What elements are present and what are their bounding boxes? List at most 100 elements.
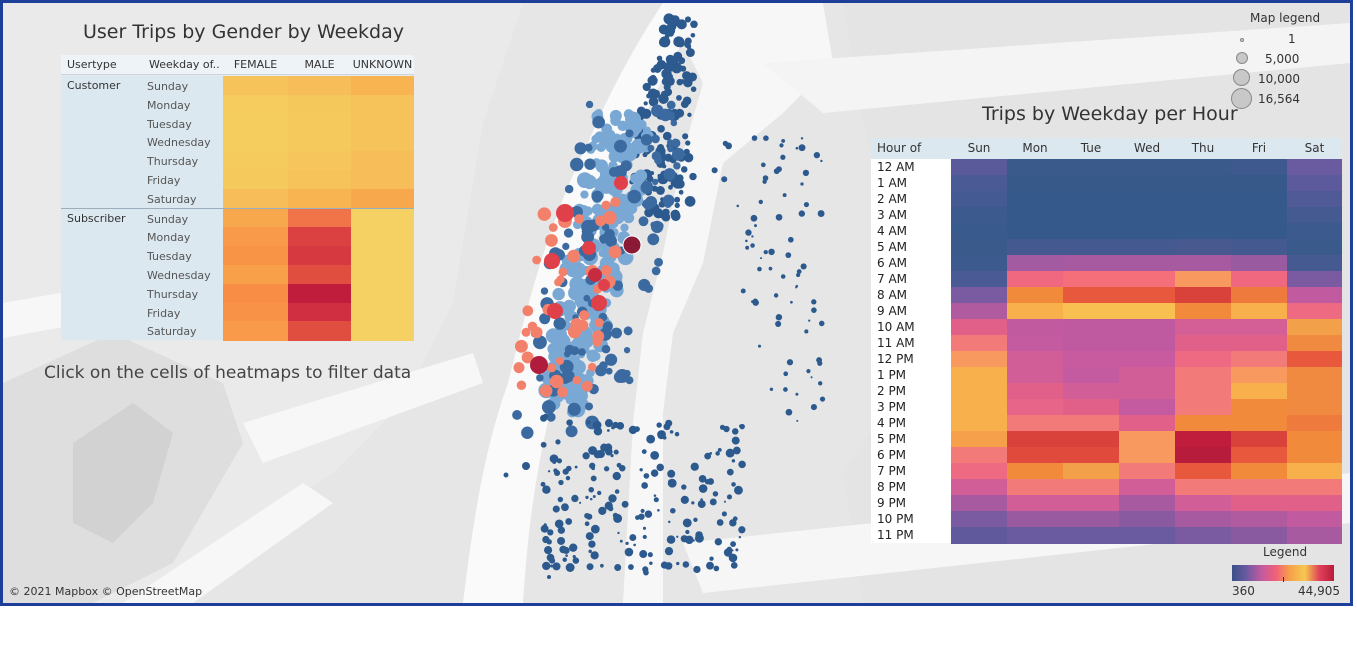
hour-heat-cell[interactable]: [1007, 383, 1063, 400]
station-dot[interactable]: [613, 449, 619, 455]
station-dot[interactable]: [650, 469, 659, 477]
hour-heat-cell[interactable]: [1287, 431, 1342, 448]
hour-heat-cell[interactable]: [951, 271, 1007, 288]
station-dot[interactable]: [565, 518, 573, 525]
hour-heat-cell[interactable]: [1119, 479, 1175, 496]
station-dot[interactable]: [656, 60, 666, 70]
station-dot[interactable]: [750, 243, 755, 248]
station-dot[interactable]: [723, 425, 730, 433]
station-dot[interactable]: [608, 245, 622, 259]
station-dot[interactable]: [806, 369, 811, 374]
hour-heat-cell[interactable]: [1063, 223, 1119, 240]
station-dot[interactable]: [640, 134, 653, 146]
station-dot[interactable]: [514, 339, 528, 353]
station-dot[interactable]: [685, 529, 690, 535]
station-dot[interactable]: [672, 19, 679, 27]
station-dot[interactable]: [600, 265, 612, 276]
station-dot[interactable]: [579, 501, 582, 504]
hour-label[interactable]: 7 AM: [877, 272, 908, 286]
station-dot[interactable]: [796, 419, 799, 422]
station-dot[interactable]: [676, 19, 687, 30]
station-dot[interactable]: [671, 138, 681, 148]
station-dot[interactable]: [728, 553, 738, 563]
gender-heat-cell[interactable]: [351, 265, 414, 285]
gender-heat-cell[interactable]: [223, 94, 288, 115]
station-dot[interactable]: [542, 485, 551, 494]
gender-heat-cell[interactable]: [288, 170, 351, 190]
hour-heat-cell[interactable]: [1007, 319, 1063, 336]
station-dot[interactable]: [614, 176, 628, 190]
weekday-label[interactable]: Thursday: [147, 287, 199, 301]
hour-heat-cell[interactable]: [1007, 447, 1063, 464]
weekday-label[interactable]: Friday: [147, 174, 181, 187]
station-dots-layer[interactable]: [3, 3, 1350, 603]
station-dot[interactable]: [656, 422, 662, 428]
station-dot[interactable]: [760, 162, 766, 168]
station-dot[interactable]: [566, 419, 573, 426]
station-dot[interactable]: [610, 453, 614, 458]
station-dot[interactable]: [541, 400, 556, 414]
station-dot[interactable]: [601, 200, 611, 210]
station-dot[interactable]: [603, 466, 610, 472]
station-dot[interactable]: [592, 115, 606, 129]
station-dot[interactable]: [601, 344, 611, 354]
gender-heat-cell[interactable]: [351, 246, 414, 266]
station-dot[interactable]: [664, 547, 674, 556]
station-dot[interactable]: [657, 431, 665, 440]
station-dot[interactable]: [666, 100, 676, 110]
station-dot[interactable]: [653, 494, 657, 497]
station-dot[interactable]: [685, 48, 695, 58]
hour-heat-cell[interactable]: [1007, 367, 1063, 384]
station-dot[interactable]: [692, 539, 695, 542]
station-dot[interactable]: [572, 554, 576, 559]
station-dot[interactable]: [783, 387, 788, 392]
station-dot[interactable]: [577, 319, 589, 332]
station-dot[interactable]: [690, 20, 698, 29]
station-dot[interactable]: [613, 165, 627, 179]
station-dot[interactable]: [818, 320, 825, 327]
hour-heat-cell[interactable]: [951, 463, 1007, 480]
station-dot[interactable]: [604, 501, 613, 510]
hour-label[interactable]: 6 AM: [877, 256, 908, 270]
station-dot[interactable]: [598, 178, 615, 194]
station-dot[interactable]: [619, 539, 623, 543]
station-dot[interactable]: [760, 257, 763, 260]
hour-label[interactable]: 8 AM: [877, 288, 908, 302]
hour-heat-cell[interactable]: [1119, 175, 1175, 192]
hour-heat-cell[interactable]: [1287, 351, 1342, 368]
hour-label[interactable]: 6 PM: [877, 448, 907, 462]
station-dot[interactable]: [779, 143, 784, 148]
hour-heat-cell[interactable]: [1007, 303, 1063, 320]
hour-heat-cell[interactable]: [1063, 271, 1119, 288]
station-dot[interactable]: [554, 519, 564, 529]
station-dot[interactable]: [651, 266, 661, 276]
hour-heat-cell[interactable]: [1119, 319, 1175, 336]
station-dot[interactable]: [578, 332, 595, 349]
gender-heat-cell[interactable]: [288, 283, 351, 304]
station-dot[interactable]: [561, 503, 569, 512]
station-dot[interactable]: [730, 541, 737, 547]
hour-heat-cell[interactable]: [1063, 431, 1119, 448]
station-dot[interactable]: [642, 109, 651, 118]
station-dot[interactable]: [542, 561, 551, 571]
station-dot[interactable]: [545, 234, 558, 247]
station-dot[interactable]: [670, 209, 680, 220]
weekday-label[interactable]: Saturday: [147, 325, 197, 339]
station-dot[interactable]: [676, 174, 684, 182]
station-dot[interactable]: [588, 486, 595, 493]
station-dot[interactable]: [521, 327, 531, 337]
hour-label[interactable]: 8 PM: [877, 480, 907, 494]
station-dot[interactable]: [717, 447, 722, 452]
station-dot[interactable]: [700, 498, 703, 501]
station-dot[interactable]: [653, 208, 664, 219]
hour-heat-cell[interactable]: [951, 351, 1007, 368]
station-dot[interactable]: [597, 490, 602, 496]
station-dot[interactable]: [598, 279, 610, 291]
station-dot[interactable]: [725, 448, 735, 458]
station-dot[interactable]: [586, 349, 599, 362]
hour-heat-cell[interactable]: [951, 159, 1007, 176]
hour-heat-cell[interactable]: [1231, 207, 1287, 224]
station-dot[interactable]: [590, 475, 597, 482]
station-dot[interactable]: [640, 508, 645, 513]
station-dot[interactable]: [711, 167, 718, 174]
